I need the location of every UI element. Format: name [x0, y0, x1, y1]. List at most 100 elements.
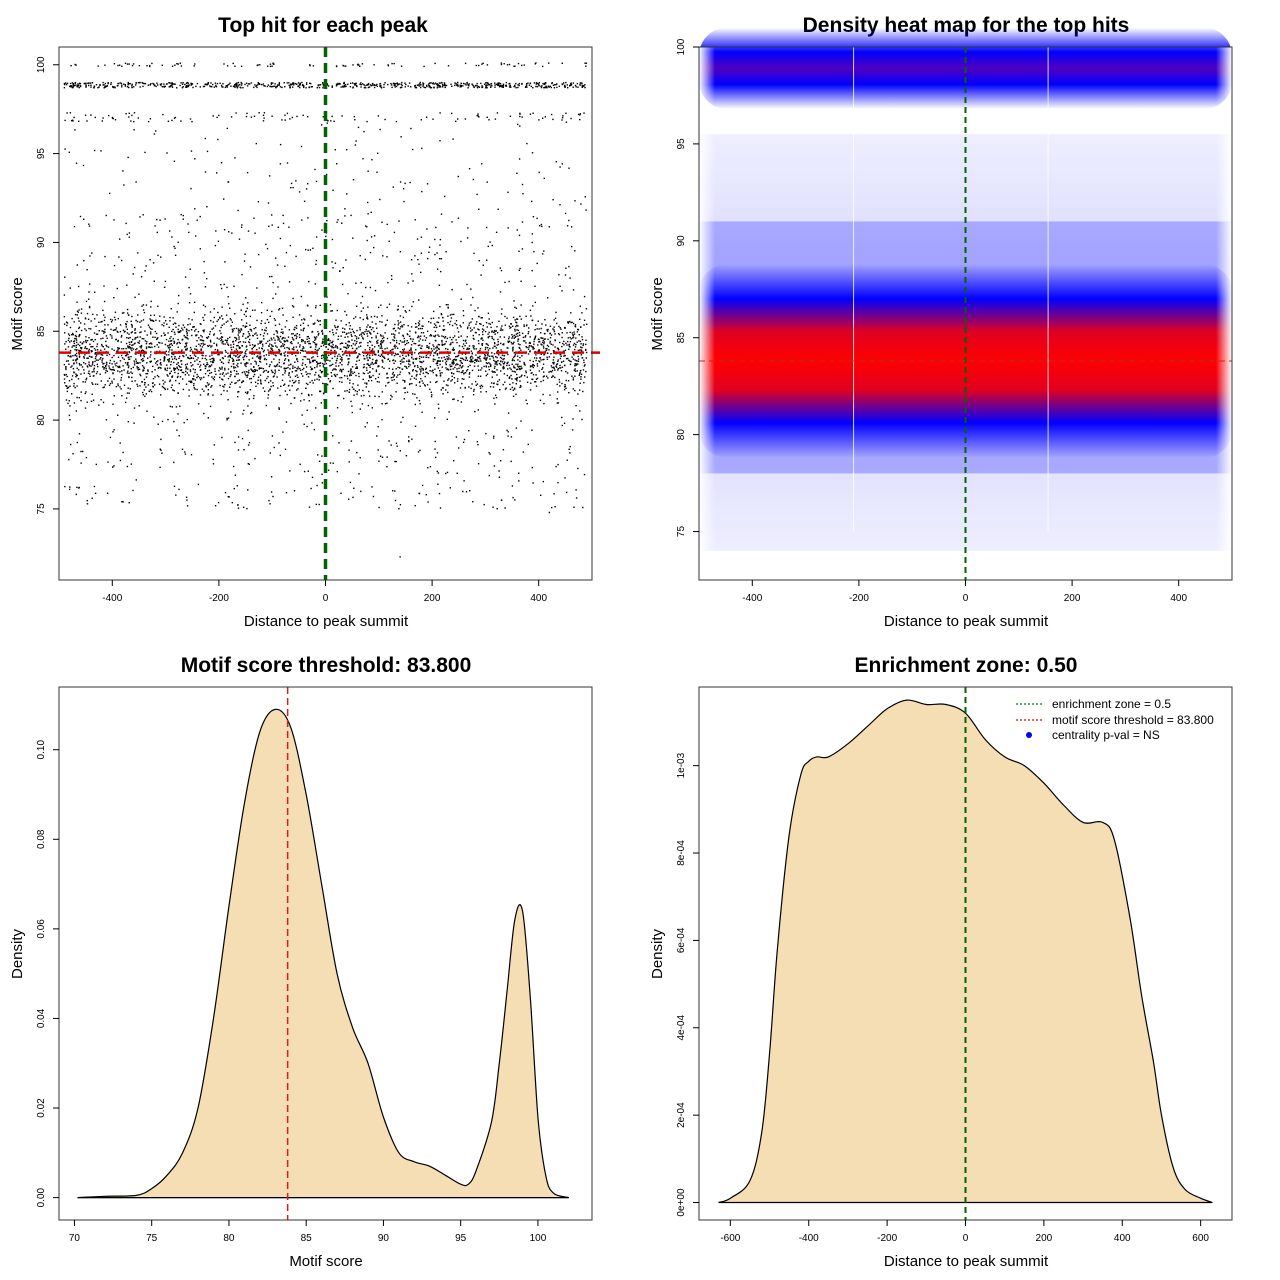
- scatter-point: [353, 332, 355, 334]
- scatter-point: [538, 119, 540, 121]
- scatter-point: [164, 343, 167, 346]
- scatter-point: [219, 384, 221, 387]
- scatter-point: [189, 268, 191, 270]
- scatter-point: [487, 336, 490, 338]
- scatter-point: [377, 115, 380, 117]
- scatter-point: [125, 342, 128, 345]
- scatter-point: [95, 356, 97, 358]
- scatter-point: [184, 336, 187, 338]
- scatter-point: [235, 112, 237, 114]
- scatter-point: [527, 332, 529, 335]
- scatter-point: [434, 238, 436, 241]
- scatter-point: [572, 344, 575, 346]
- scatter-point: [466, 283, 468, 286]
- scatter-point: [467, 326, 469, 328]
- scatter-point: [71, 375, 74, 377]
- scatter-point: [173, 361, 175, 364]
- scatter-point: [153, 84, 156, 87]
- scatter-point: [124, 362, 127, 364]
- scatter-point: [250, 116, 253, 118]
- scatter-point: [134, 332, 136, 334]
- scatter-point: [63, 378, 66, 380]
- scatter-point: [529, 359, 531, 362]
- scatter-point: [156, 231, 158, 234]
- scatter-point: [438, 357, 440, 359]
- scatter-point: [531, 233, 533, 235]
- scatter-point: [205, 385, 207, 387]
- scatter-point: [424, 86, 426, 89]
- scatter-point: [75, 362, 78, 364]
- scatter-point: [335, 365, 337, 367]
- scatter-point: [125, 222, 127, 225]
- scatter-point: [419, 403, 421, 405]
- scatter-point: [557, 347, 559, 350]
- scatter-point: [157, 360, 159, 362]
- scatter-point: [507, 340, 509, 343]
- scatter-point: [412, 362, 415, 365]
- scatter-point: [430, 348, 433, 350]
- scatter-point: [339, 362, 341, 364]
- scatter-point: [384, 332, 386, 334]
- scatter-point: [78, 349, 80, 352]
- scatter-point: [209, 372, 211, 374]
- scatter-point: [583, 319, 586, 321]
- scatter-point: [495, 347, 498, 349]
- scatter-point: [259, 342, 261, 344]
- scatter-point: [466, 359, 469, 362]
- scatter-point: [468, 168, 471, 170]
- scatter-point: [461, 382, 463, 385]
- scatter-point: [494, 403, 496, 405]
- scatter-point: [518, 346, 520, 349]
- scatter-point: [370, 328, 373, 331]
- scatter-point: [144, 151, 146, 154]
- scatter-point: [358, 473, 360, 475]
- scatter-point: [263, 358, 266, 361]
- scatter-point: [575, 337, 577, 339]
- scatter-point: [84, 407, 87, 409]
- scatter-point: [128, 86, 130, 89]
- scatter-point: [215, 230, 217, 232]
- scatter-point: [80, 450, 82, 453]
- scatter-point: [173, 342, 175, 344]
- scatter-point: [581, 357, 584, 359]
- scatter-point: [383, 337, 385, 339]
- scatter-point: [117, 356, 120, 358]
- scatter-point: [66, 112, 68, 114]
- scatter-point: [436, 360, 439, 362]
- scatter-point: [168, 360, 170, 362]
- scatter-point: [151, 343, 153, 345]
- scatter-point: [90, 114, 92, 116]
- scatter-point: [506, 429, 508, 432]
- scatter-point: [387, 377, 389, 379]
- scatter-point: [494, 342, 496, 345]
- scatter-point: [398, 220, 400, 222]
- scatter-point: [128, 358, 131, 360]
- scatter-point: [393, 355, 396, 357]
- scatter-point: [462, 322, 464, 324]
- scatter-point: [485, 359, 487, 361]
- scatter-point: [342, 327, 344, 329]
- scatter-point: [393, 375, 395, 377]
- scatter-point: [223, 375, 225, 377]
- scatter-point: [412, 338, 414, 340]
- scatter-point: [407, 85, 409, 87]
- scatter-point: [238, 332, 240, 334]
- scatter-point: [450, 342, 452, 344]
- scatter-point: [190, 365, 193, 367]
- scatter-point: [436, 362, 439, 364]
- scatter-point: [519, 315, 521, 318]
- scatter-point: [516, 318, 518, 320]
- scatter-point: [150, 314, 152, 317]
- scatter-point: [260, 341, 262, 343]
- scatter-point: [237, 81, 240, 84]
- scatter-point: [550, 353, 552, 355]
- scatter-point: [86, 82, 88, 84]
- scatter-point: [128, 333, 130, 335]
- scatter-point: [82, 450, 84, 453]
- scatter-point: [493, 371, 495, 373]
- scatter-point: [369, 366, 371, 368]
- scatter-point: [165, 320, 167, 322]
- scatter-point: [177, 338, 179, 341]
- scatter-point: [186, 349, 188, 351]
- scatter-point: [332, 387, 334, 390]
